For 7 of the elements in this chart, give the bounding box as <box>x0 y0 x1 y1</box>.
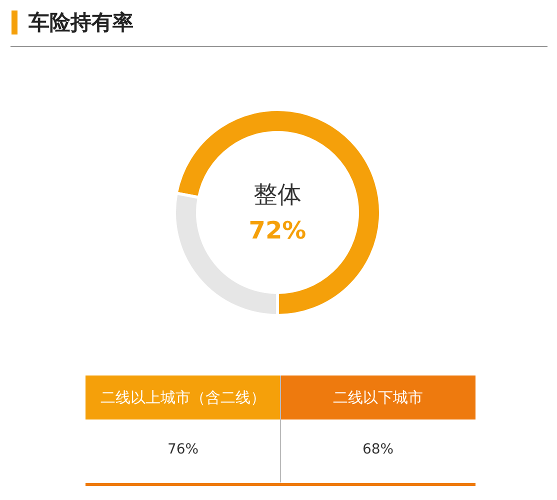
data-label: 72% <box>248 216 306 244</box>
category-label: 二线以下城市 <box>333 388 423 406</box>
category-label: 二线以上城市（含二线） <box>100 388 266 406</box>
data-label: 76% <box>167 442 199 458</box>
slice-label: 整体 <box>254 180 302 208</box>
chart-title: 车险持有率 <box>28 10 134 34</box>
data-label: 68% <box>362 442 394 458</box>
